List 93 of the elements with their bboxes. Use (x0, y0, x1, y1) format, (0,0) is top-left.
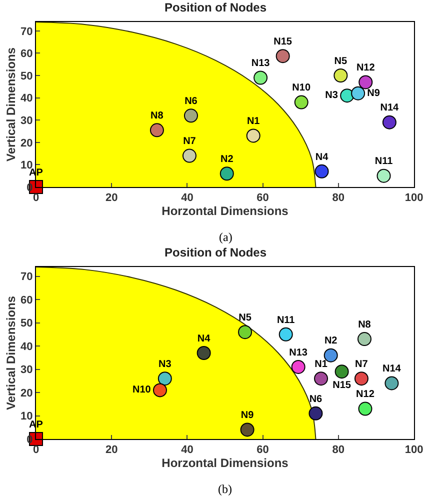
y-tick-label: 40 (20, 340, 33, 353)
series-label: N14 (380, 102, 400, 114)
y-tick-label: 70 (20, 26, 33, 38)
series-label: N3 (158, 358, 172, 370)
point (184, 108, 198, 123)
y-tick-label: 50 (20, 70, 33, 82)
point (294, 95, 308, 110)
x-tick-label: 80 (332, 444, 345, 456)
y-tick-label: 0 (26, 434, 33, 446)
point (196, 346, 211, 360)
series-label: N1 (314, 358, 328, 370)
x-axis-title: Horzontal Dimensions (162, 456, 289, 470)
point (351, 86, 366, 100)
x-tick-label: 20 (105, 444, 118, 456)
point (254, 70, 268, 85)
point (314, 164, 329, 178)
point (276, 49, 290, 64)
series-label: N8 (150, 110, 164, 122)
y-tick-label: 50 (20, 318, 33, 330)
series-label: N7 (183, 136, 196, 148)
point (314, 372, 328, 386)
y-axis-title: Vertical Dimensions (4, 47, 18, 162)
series-label: N10 (292, 82, 311, 94)
y-tick-label: 30 (20, 114, 33, 127)
series-label: N4 (315, 152, 329, 163)
point (150, 123, 164, 138)
y-tick-label: 20 (20, 387, 33, 400)
series-label: N4 (197, 333, 211, 344)
point (358, 75, 373, 90)
point (158, 372, 172, 386)
y-tick-label: 70 (20, 271, 33, 284)
y-tick-label: 60 (20, 48, 33, 60)
series-label: N13 (251, 58, 270, 70)
point (334, 364, 349, 379)
series-label: N3 (325, 90, 338, 102)
series-label: N5 (334, 56, 348, 67)
point (182, 148, 196, 163)
x-axis-title: Horzontal Dimensions (162, 204, 289, 218)
point (240, 422, 254, 437)
series-label: N15 (274, 36, 292, 48)
series-label: N6 (309, 394, 323, 405)
point (376, 168, 391, 183)
x-tick-label: 60 (256, 192, 269, 204)
series-label: AP (29, 167, 44, 178)
series-label: N9 (367, 88, 380, 99)
series-label: N6 (184, 96, 198, 108)
series-label: N9 (240, 410, 254, 422)
y-tick-label: 0 (26, 182, 33, 194)
y-axis-title: Vertical Dimensions (4, 296, 18, 410)
x-tick-label: 60 (256, 444, 269, 456)
point (358, 402, 372, 416)
y-tick-label: 40 (20, 92, 33, 105)
point (354, 372, 368, 386)
y-tick-label: 20 (20, 137, 33, 150)
series-label: N8 (358, 319, 372, 330)
chart-title: Position of Nodes (164, 0, 267, 14)
point (152, 383, 167, 398)
text: (b) (218, 482, 232, 496)
point (278, 327, 293, 342)
point (340, 88, 354, 103)
series-label: N1 (246, 116, 260, 128)
point (238, 325, 252, 340)
series-label: N11 (374, 156, 394, 168)
series-label: N12 (356, 62, 376, 74)
y-tick-label: 30 (20, 364, 33, 376)
y-tick-label: 60 (20, 294, 33, 306)
x-tick-label: 40 (181, 192, 194, 204)
x-tick-label: 40 (181, 444, 194, 456)
series-label: N2 (220, 154, 234, 165)
series-label: N15 (332, 380, 352, 392)
series-label: N11 (276, 314, 296, 326)
point (334, 68, 348, 83)
point (246, 128, 260, 143)
series-label: N7 (355, 358, 368, 370)
x-tick-label: 100 (404, 444, 424, 456)
point (384, 376, 399, 390)
point (382, 115, 396, 130)
series-label: N5 (238, 312, 252, 324)
series-label: AP (29, 419, 44, 430)
series-label: N10 (132, 384, 152, 396)
text: (a) (219, 230, 232, 244)
point (308, 406, 323, 420)
point (291, 360, 306, 374)
x-tick-label: 80 (332, 192, 345, 204)
point (220, 166, 234, 181)
series-label: N13 (289, 347, 308, 358)
series-label: N2 (324, 336, 338, 347)
x-tick-label: 20 (105, 192, 118, 204)
series-label: N14 (382, 364, 402, 375)
chart-title: Position of Nodes (164, 245, 267, 260)
x-tick-label: 100 (404, 192, 424, 204)
point (357, 332, 372, 346)
series-label: N12 (356, 389, 375, 400)
